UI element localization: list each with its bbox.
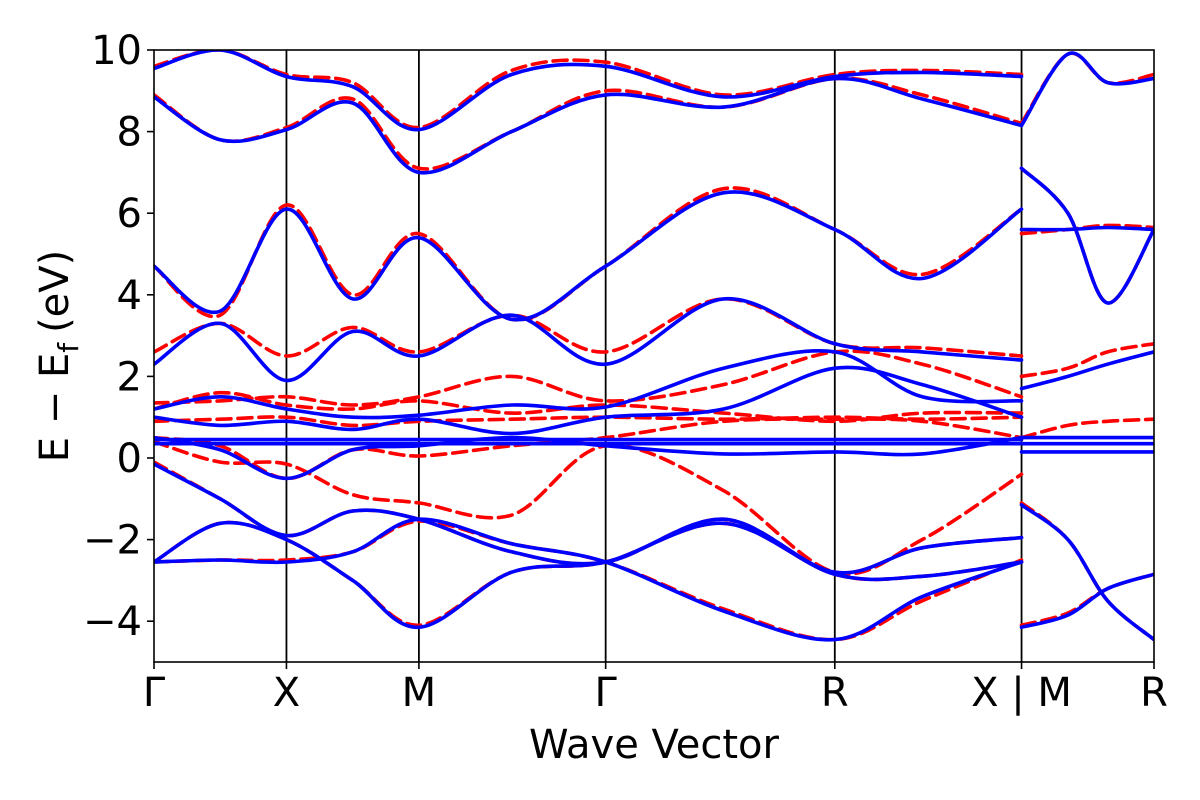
y-tick-label: −4 — [83, 599, 142, 645]
x-tick-label: Γ — [595, 670, 618, 716]
plot-frame — [153, 49, 1155, 663]
red-dashed-band — [1019, 417, 1154, 440]
blue-solid-band — [1019, 572, 1154, 630]
x-tick-label: Γ — [143, 670, 166, 716]
blue-solid-band — [154, 520, 1024, 630]
red-dashed-band — [154, 417, 1024, 481]
blue-solid-band — [154, 50, 1024, 132]
high-symmetry-lines — [285, 50, 1023, 662]
y-tick-label: 0 — [117, 436, 142, 482]
blue-solid-band — [1019, 166, 1154, 305]
blue-solid-band — [154, 462, 1024, 575]
blue-solid-band — [1019, 350, 1154, 391]
y-tick-label: −2 — [83, 518, 142, 564]
blue-solid-band — [154, 297, 1024, 383]
band-lines — [154, 50, 1154, 642]
blue-solid-band — [154, 349, 1024, 420]
y-axis-title-main: E − E — [32, 353, 78, 463]
x-axis-ticks: Γ X M Γ R X | M R — [143, 662, 1168, 716]
blue-solid-band — [154, 190, 1024, 322]
y-tick-label: 8 — [117, 110, 142, 156]
blue-solid-band — [154, 365, 1024, 436]
blue-solid-band — [1019, 225, 1154, 232]
x-tick-label: M — [402, 670, 437, 716]
blue-solid-band — [154, 76, 1024, 175]
red-dashed-band — [154, 186, 1024, 322]
blue-solid-band — [1019, 503, 1154, 642]
red-dashed-band — [154, 390, 1024, 424]
red-dashed-band — [154, 415, 1024, 428]
x-tick-label: R — [1140, 670, 1168, 716]
red-dashed-band — [1019, 166, 1154, 305]
y-axis-title-subscript: f — [52, 342, 85, 353]
y-axis-ticks: 10 8 6 4 2 0 −2 −4 — [83, 28, 154, 645]
x-axis-title: Wave Vector — [529, 722, 780, 768]
blue-solid-band — [154, 517, 1024, 642]
x-tick-label: X | M — [971, 670, 1072, 716]
y-axis-title: E − Ef (eV) — [32, 250, 85, 463]
y-axis-title-unit: (eV) — [32, 250, 78, 333]
red-dashed-band — [154, 297, 1024, 358]
blue-solid-band — [1019, 51, 1154, 128]
red-dashed-band — [154, 76, 1024, 171]
red-dashed-band — [154, 439, 1024, 576]
y-tick-label: 4 — [117, 273, 142, 319]
blue-solid-band — [154, 435, 1024, 481]
red-dashed-band — [1019, 342, 1154, 379]
x-tick-label: R — [821, 670, 849, 716]
y-tick-label: 2 — [117, 354, 142, 400]
y-tick-label: 10 — [91, 28, 142, 74]
x-tick-label: X — [273, 670, 300, 716]
y-tick-label: 6 — [117, 191, 142, 237]
red-dashed-band — [154, 349, 1024, 407]
